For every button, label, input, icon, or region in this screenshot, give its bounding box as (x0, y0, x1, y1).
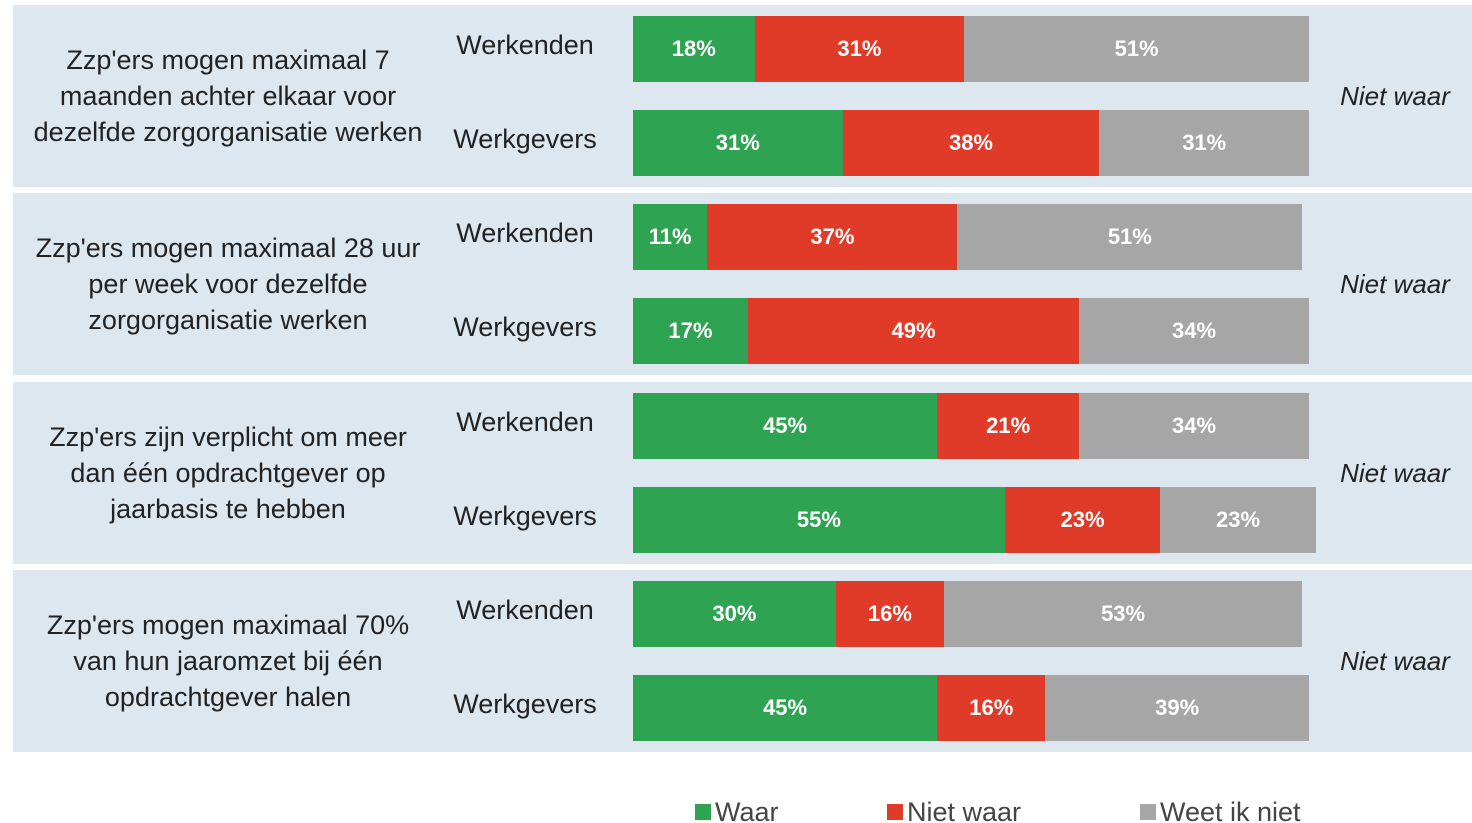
bar-segment (842, 110, 1100, 176)
bar-segment (754, 16, 965, 82)
legend-label: Niet waar (907, 797, 1022, 823)
value-label: 53% (1101, 600, 1146, 626)
value-label: 55% (796, 506, 841, 532)
value-label: 37% (810, 224, 855, 250)
value-label: 34% (1172, 412, 1217, 438)
value-label: 31% (837, 36, 882, 61)
bar-segment (1099, 110, 1309, 176)
bar-segment (1160, 486, 1316, 553)
category-label: Werkenden (456, 406, 594, 437)
statement: Zzp'ers zijn verplicht om meer dan één o… (49, 421, 407, 524)
category-label: Werkgevers (453, 500, 597, 531)
category-label: Werkgevers (453, 688, 597, 719)
category-label: Werkenden (456, 30, 594, 60)
bar-segment (633, 204, 708, 271)
value-label: 23% (1215, 506, 1261, 532)
bar-segment (633, 392, 938, 459)
value-label: 30% (712, 600, 757, 626)
category-label: Werkgevers (453, 124, 597, 154)
bar-segment (707, 204, 958, 271)
value-label: 17% (668, 318, 713, 344)
bar-segment (1079, 298, 1309, 365)
legend-swatch (1140, 804, 1156, 820)
value-label: 51% (1114, 36, 1159, 61)
value-label: 39% (1155, 694, 1200, 720)
bar-segment (964, 16, 1309, 82)
bar-segment (957, 204, 1303, 271)
value-label: 16% (867, 600, 912, 626)
value-label: 31% (1182, 130, 1227, 155)
answer: Niet waar (1340, 81, 1450, 111)
legend-label: Waar (715, 797, 779, 823)
answer: Niet waar (1340, 645, 1450, 676)
value-label: 23% (1060, 506, 1105, 532)
legend-label: Weet ik niet (1160, 797, 1301, 823)
value-label: 16% (969, 694, 1014, 720)
bar-segment (937, 392, 1080, 459)
bar-segment (633, 674, 938, 741)
value-label: 49% (891, 318, 936, 344)
bar-segment (1045, 674, 1309, 741)
bar-segment (835, 580, 944, 647)
value-label: 38% (948, 130, 993, 155)
statement: Zzp'ers mogen maximaal 70% van hun jaaro… (46, 609, 410, 712)
value-label: 45% (763, 694, 808, 720)
value-label: 21% (986, 412, 1031, 438)
value-label: 31% (715, 130, 760, 155)
bar-segment (633, 16, 755, 82)
bar-segment (633, 580, 836, 647)
bar-segment (747, 298, 1080, 365)
answer: Niet waar (1340, 269, 1450, 300)
bar-segment (1004, 486, 1161, 553)
value-label: 11% (648, 224, 692, 250)
bar-segment (633, 110, 843, 176)
legend-swatch (695, 804, 711, 820)
statement: Zzp'ers mogen maximaal 28 uur per week v… (35, 233, 421, 336)
value-label: 18% (671, 36, 716, 61)
legend-swatch (887, 804, 903, 820)
value-label: 51% (1107, 224, 1152, 250)
category-label: Werkgevers (453, 312, 597, 343)
value-label: 34% (1172, 318, 1217, 344)
bar-segment (1079, 392, 1309, 459)
bar-segment (633, 486, 1005, 553)
category-label: Werkenden (456, 218, 594, 249)
statement: Zzp'ers mogen maximaal 7 maanden achter … (33, 45, 423, 147)
answer: Niet waar (1340, 457, 1450, 488)
bar-segment (943, 580, 1303, 647)
bar-segment (937, 674, 1046, 741)
bar-segment (633, 298, 748, 365)
category-label: Werkenden (456, 594, 594, 625)
value-label: 45% (763, 412, 808, 438)
